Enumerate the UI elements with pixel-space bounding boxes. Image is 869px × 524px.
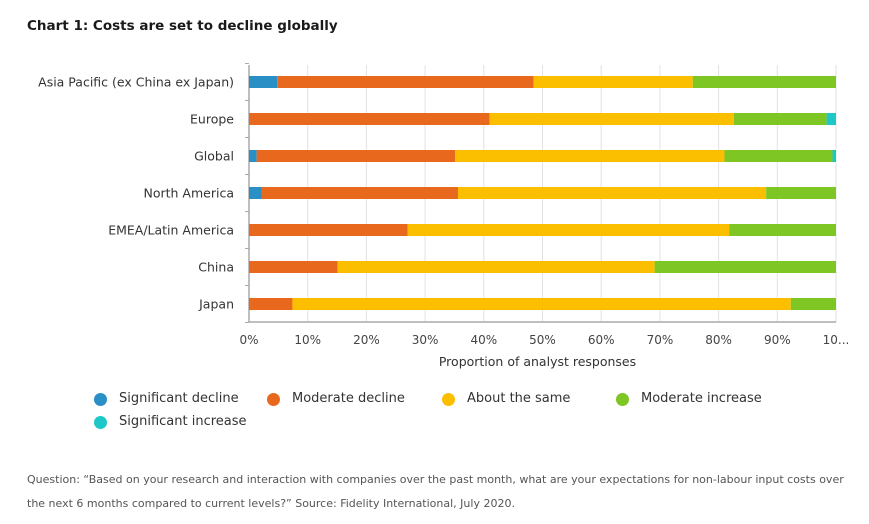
legend-label: Moderate increase: [641, 391, 762, 406]
x-tick-label: 10%: [294, 333, 321, 347]
bar-segment: [337, 261, 655, 273]
x-tick-label: 50%: [529, 333, 556, 347]
x-tick-label: 40%: [470, 333, 497, 347]
bar-segment: [455, 150, 725, 162]
bar-segment: [729, 224, 836, 236]
x-tick-label: 10...: [823, 333, 850, 347]
bar-segment: [692, 76, 836, 88]
x-tick-label: 60%: [588, 333, 615, 347]
bar-segment: [766, 187, 836, 199]
bar-segment: [533, 76, 693, 88]
bar-segment: [261, 187, 458, 199]
category-label: Global: [194, 149, 234, 164]
legend-label: About the same: [467, 391, 571, 406]
legend-label: Significant decline: [119, 391, 239, 406]
bar-segment: [277, 76, 534, 88]
category-label: Asia Pacific (ex China ex Japan): [38, 75, 234, 90]
legend-label: Significant increase: [119, 414, 247, 429]
category-label: China: [198, 260, 234, 275]
legend-swatch: [616, 393, 629, 406]
x-tick-label: 20%: [353, 333, 380, 347]
bar-segment: [249, 224, 408, 236]
x-tick-label: 0%: [239, 333, 258, 347]
legend-swatch: [267, 393, 280, 406]
x-tick-label: 90%: [764, 333, 791, 347]
bar-segment: [292, 298, 791, 310]
legend-label: Moderate decline: [292, 391, 405, 406]
stacked-bar-chart: 0% 10% 20% 30% 40% 50% 60% 70% 80% 90% 10... Asia P…: [38, 63, 850, 369]
x-axis-label: Proportion of analyst responses: [439, 354, 636, 369]
legend-swatch: [94, 393, 107, 406]
bar-segment: [733, 113, 827, 125]
bar-segment: [249, 113, 490, 125]
footnote: Question: “Based on your research and in…: [27, 473, 844, 510]
bar-segment: [826, 113, 836, 125]
legend-swatch: [442, 393, 455, 406]
category-label: Europe: [190, 112, 234, 127]
x-tick-label: 80%: [705, 333, 732, 347]
bar-segment: [832, 150, 836, 162]
bar-segment: [249, 187, 262, 199]
bar-segment: [249, 261, 338, 273]
bar-segment: [724, 150, 833, 162]
bar-segment: [256, 150, 456, 162]
bar-segment: [249, 150, 257, 162]
x-tick-label: 30%: [412, 333, 439, 347]
category-label: EMEA/Latin America: [108, 223, 234, 238]
x-tick-label: 70%: [647, 333, 674, 347]
category-label: Japan: [198, 297, 234, 312]
chart-title: Chart 1: Costs are set to decline global…: [27, 18, 338, 34]
bar-segment: [457, 187, 767, 199]
legend-swatch: [94, 416, 107, 429]
category-label: North America: [144, 186, 235, 201]
bar-segment: [489, 113, 734, 125]
bar-segment: [249, 298, 293, 310]
bar-segment: [790, 298, 836, 310]
bar-segment: [407, 224, 730, 236]
bar-segment: [654, 261, 836, 273]
bar-segment: [249, 76, 278, 88]
